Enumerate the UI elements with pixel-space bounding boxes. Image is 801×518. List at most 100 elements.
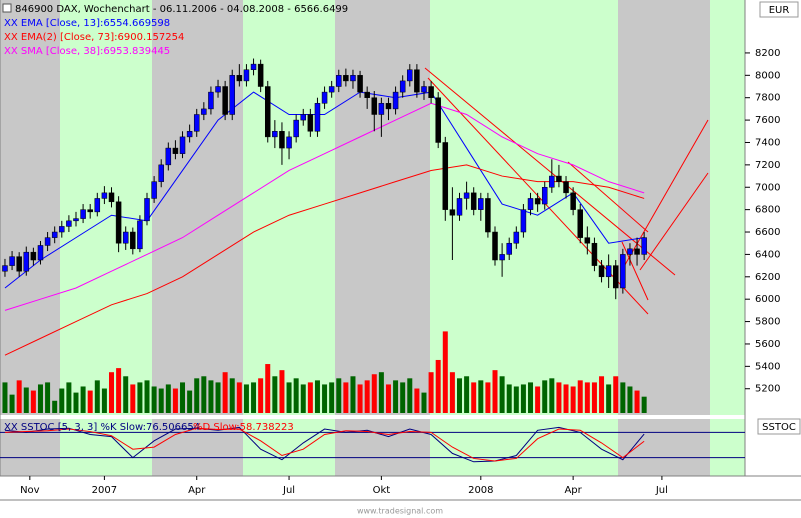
candle-body xyxy=(130,231,136,250)
y-tick-label: 8000 xyxy=(755,70,780,81)
volume-bar xyxy=(563,384,569,413)
currency-box xyxy=(759,1,799,18)
volume-bar xyxy=(435,359,441,413)
candle-body xyxy=(612,265,619,289)
x-tick-label: Apr xyxy=(188,485,206,496)
candle-body xyxy=(456,198,463,216)
candle-body xyxy=(620,254,626,289)
volume-bar xyxy=(570,386,576,413)
candle-body xyxy=(201,108,207,115)
volume-bar xyxy=(599,376,605,413)
legend-entry: XX SMA [Close, 38]:6953.839445 xyxy=(4,46,170,57)
volume-bar xyxy=(236,382,242,413)
volume-bar xyxy=(400,382,406,413)
candle-body xyxy=(158,164,164,182)
currency-label: EUR xyxy=(769,5,790,16)
candle-body xyxy=(634,248,640,255)
y-tick-label: 6800 xyxy=(755,205,780,216)
volume-bar xyxy=(371,374,377,413)
candle-body xyxy=(399,80,406,93)
volume-bar xyxy=(634,390,640,413)
volume-bar xyxy=(606,384,612,413)
y-tick-label: 7800 xyxy=(755,93,780,104)
candle-body xyxy=(605,265,612,278)
oscillator-line xyxy=(4,426,645,463)
y-tick-label: 6000 xyxy=(755,294,780,305)
volume-bar xyxy=(116,368,122,413)
volume-bar xyxy=(307,382,313,413)
candle-body xyxy=(350,75,356,82)
volume-bar xyxy=(180,382,186,413)
candle-body xyxy=(293,119,299,138)
y-tick-label: 7600 xyxy=(755,115,780,126)
volume-bar xyxy=(364,380,370,413)
volume-bar xyxy=(449,372,455,413)
candle-body xyxy=(66,220,72,227)
volume-bar xyxy=(542,380,548,413)
candle-body xyxy=(364,91,370,98)
candle-body xyxy=(236,75,243,82)
volume-bar xyxy=(428,372,434,413)
candle-body xyxy=(541,187,548,205)
candle-body xyxy=(492,231,498,261)
volume-bar xyxy=(385,384,391,413)
candle-body xyxy=(172,147,179,154)
candle-body xyxy=(16,256,22,272)
volume-bar xyxy=(378,372,384,413)
volume-bar xyxy=(30,390,36,413)
x-tick-label: Okt xyxy=(373,485,391,496)
volume-bar xyxy=(329,382,335,413)
candle-body xyxy=(101,192,108,199)
candle-body xyxy=(449,209,456,216)
candle-body xyxy=(44,237,51,246)
y-tick-label: 7400 xyxy=(755,137,780,148)
volume-bar xyxy=(336,378,342,413)
candle-body xyxy=(94,198,101,213)
volume-bar xyxy=(499,376,505,413)
y-tick-label: 6400 xyxy=(755,249,780,260)
x-tick-label: 2008 xyxy=(468,485,493,496)
volume-bar xyxy=(165,384,171,413)
oscillator-box xyxy=(757,418,801,435)
volume-bar xyxy=(45,382,51,413)
y-tick-label: 8200 xyxy=(755,48,780,59)
volume-bar xyxy=(584,382,590,413)
oscillator-line xyxy=(4,427,645,462)
candle-body xyxy=(208,91,214,110)
candle-body xyxy=(470,192,477,210)
candle-body xyxy=(59,226,65,233)
y-tick-label: 5800 xyxy=(755,317,780,328)
volume-bar xyxy=(485,382,491,413)
volume-bar xyxy=(627,386,633,413)
indicator-line xyxy=(4,102,645,311)
candle-body xyxy=(122,231,129,244)
candle-body xyxy=(87,209,93,213)
candle-body xyxy=(144,198,150,222)
x-tick-label: Nov xyxy=(20,485,40,496)
candle-body xyxy=(243,69,250,82)
volume-bar xyxy=(471,382,477,413)
y-tick-label: 6200 xyxy=(755,272,780,283)
candle-body xyxy=(137,220,143,250)
candle-body xyxy=(314,103,321,132)
candle-body xyxy=(392,91,399,110)
volume-bar xyxy=(322,384,328,413)
volume-bar xyxy=(492,370,498,413)
volume-bar xyxy=(9,394,15,413)
y-tick-label: 6600 xyxy=(755,227,780,238)
volume-bar xyxy=(641,396,647,413)
volume-bar xyxy=(300,384,306,413)
candle-body xyxy=(165,147,172,166)
candle-body xyxy=(215,86,221,93)
candle-body xyxy=(534,198,541,205)
candle-body xyxy=(520,209,527,233)
candle-body xyxy=(385,103,392,110)
candle-body xyxy=(9,256,15,266)
volume-bar xyxy=(151,386,157,413)
y-tick-label: 5200 xyxy=(755,384,780,395)
volume-bar xyxy=(513,386,519,413)
title-icon xyxy=(2,3,12,13)
volume-bar xyxy=(123,376,129,413)
volume-bar xyxy=(73,392,79,413)
legend-entry: XX EMA(2) [Close, 73]:6900.157254 xyxy=(4,32,184,43)
